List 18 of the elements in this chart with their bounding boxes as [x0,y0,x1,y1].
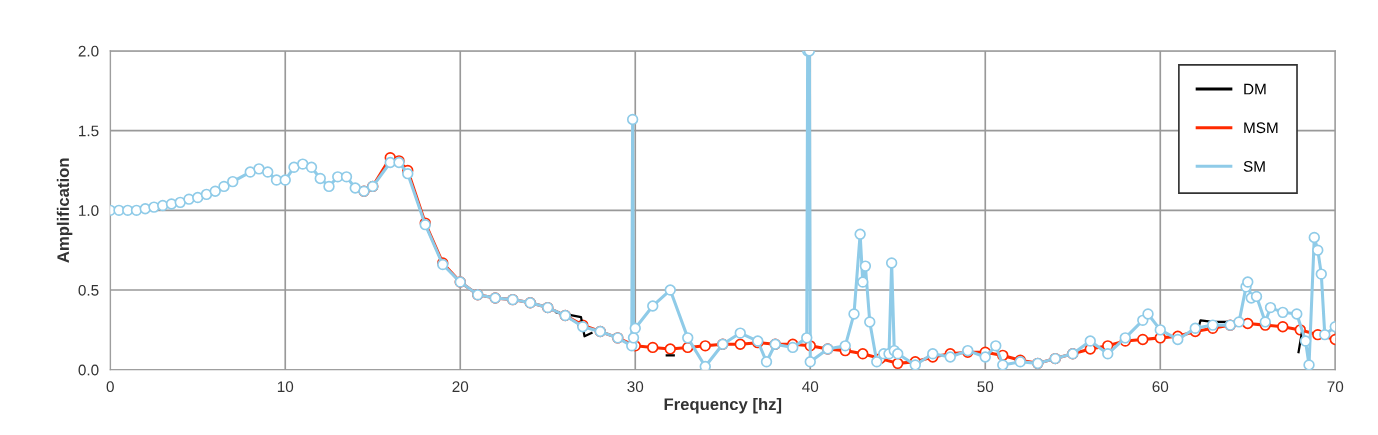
legend-label: SM [1243,161,1265,172]
legend-label: DM [1244,83,1266,95]
x-tick-label: 50 [977,381,994,393]
x-tick-label: 40 [802,381,819,393]
y-tick-label: 1.0 [79,205,99,217]
x-tick-label: 70 [1327,381,1344,393]
legend-label: MSM [1244,122,1278,134]
x-tick-label: 10 [277,381,294,393]
x-tick-label: 60 [1152,381,1169,393]
x-tick-label: 30 [627,381,644,393]
y-tick-label: 0.5 [78,284,99,296]
x-tick-label: 0 [106,381,114,393]
y-axis-title: Amplification [56,158,73,263]
y-tick-label: 0.0 [78,364,99,376]
y-tick-label: 1.5 [79,125,99,137]
x-axis-title: Frequency [hz] [664,397,782,414]
x-tick-label: 20 [452,381,469,393]
y-tick-label: 2.0 [78,45,99,57]
